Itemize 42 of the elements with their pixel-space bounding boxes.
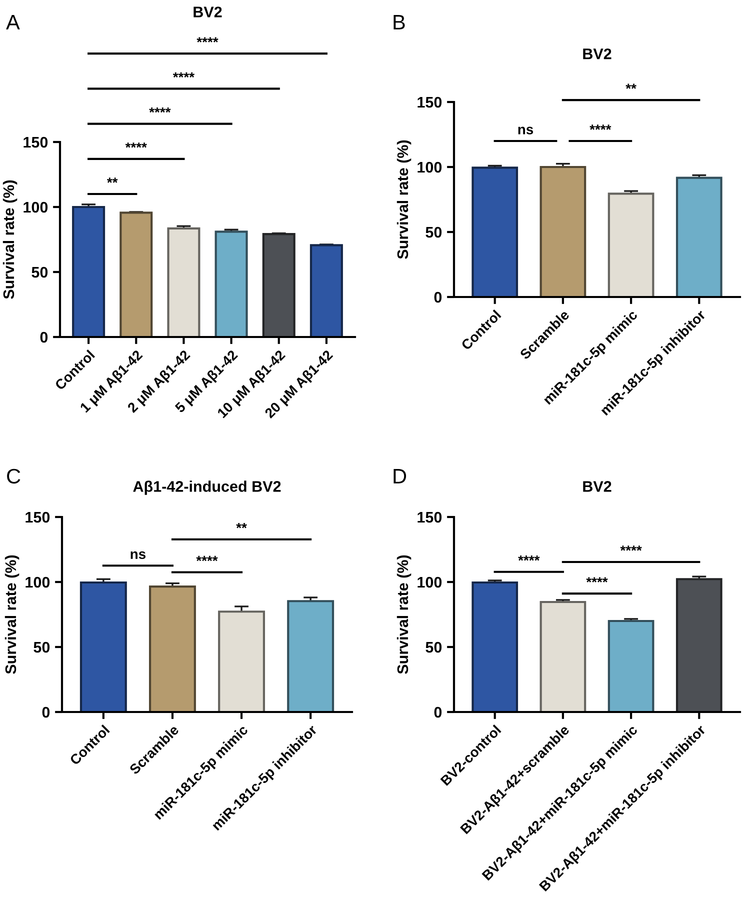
text: **** bbox=[149, 107, 171, 113]
annotation: ns bbox=[518, 126, 534, 134]
text: **** bbox=[196, 37, 218, 42]
y-tick-label: 50 bbox=[32, 266, 48, 278]
y-tick-label: 0 bbox=[40, 332, 48, 343]
y-axis-title: Survival rate (%) bbox=[396, 555, 412, 674]
annotation: **** bbox=[620, 546, 642, 551]
y-axis-title: Survival rate (%) bbox=[4, 555, 20, 674]
chart-title: BV2 bbox=[583, 481, 612, 492]
text: B bbox=[394, 15, 405, 30]
annotation: ** bbox=[106, 178, 118, 183]
y-tick-label: 150 bbox=[24, 136, 48, 148]
y-axis-title: Survival rate (%) bbox=[2, 180, 18, 299]
y-tick-label: 0 bbox=[434, 292, 442, 303]
chart-title: BV2 bbox=[583, 48, 612, 60]
annotation: **** bbox=[518, 556, 540, 561]
text: D bbox=[394, 469, 406, 484]
y-tick-label: 150 bbox=[418, 512, 442, 523]
annotation: ns bbox=[130, 551, 146, 559]
y-tick-label: 0 bbox=[42, 706, 50, 718]
y-tick-label: 150 bbox=[418, 96, 442, 108]
y-tick-label: 100 bbox=[418, 162, 442, 173]
annotation: **** bbox=[125, 142, 147, 148]
y-tick-label: 50 bbox=[34, 642, 50, 653]
chart-title: BV2 bbox=[194, 6, 222, 18]
y-tick-label: 150 bbox=[26, 512, 50, 523]
y-axis-title: Survival rate (%) bbox=[396, 140, 412, 259]
y-tick-label: 100 bbox=[24, 202, 48, 213]
annotation: **** bbox=[586, 577, 608, 582]
y-tick-label: 50 bbox=[426, 226, 442, 238]
text: A bbox=[6, 15, 20, 30]
y-tick-label: 100 bbox=[418, 576, 442, 588]
y-tick-label: 0 bbox=[434, 706, 442, 718]
annotation: **** bbox=[590, 124, 612, 130]
text: C bbox=[7, 468, 20, 484]
annotation: **** bbox=[196, 556, 218, 562]
annotation: ** bbox=[236, 523, 247, 528]
chart-title: Aβ1-42-induced BV2 bbox=[133, 480, 281, 495]
y-tick-label: 100 bbox=[26, 576, 50, 588]
text: ** bbox=[626, 84, 636, 89]
y-tick-label: 50 bbox=[426, 642, 442, 653]
text: **** bbox=[172, 72, 195, 78]
